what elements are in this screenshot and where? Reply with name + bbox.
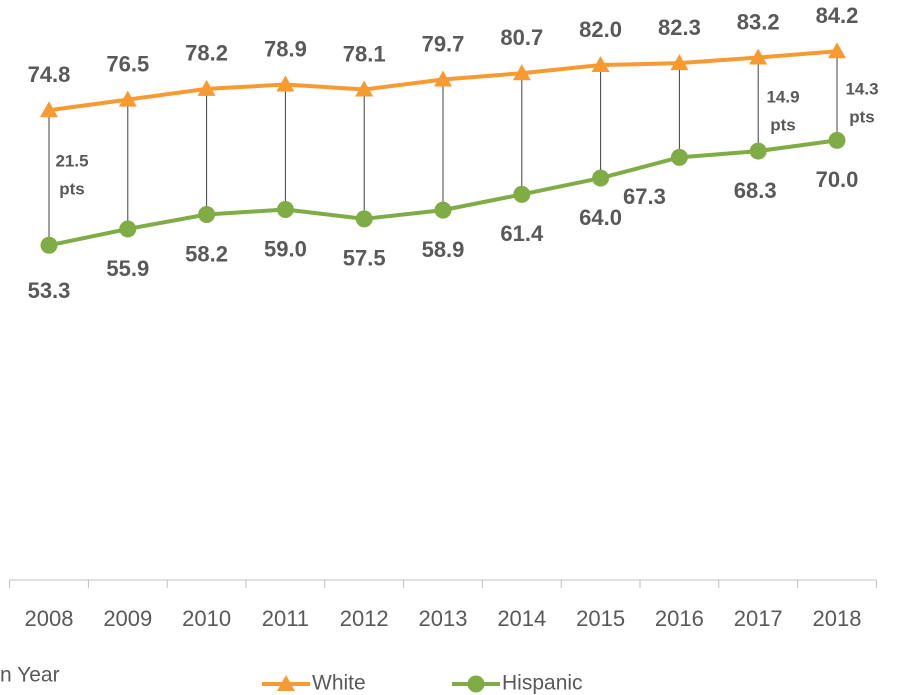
marker <box>276 200 294 218</box>
marker <box>198 206 216 224</box>
x-tick-label: 2015 <box>576 606 625 631</box>
data-label: 55.9 <box>106 256 149 281</box>
data-label: 78.1 <box>343 41 386 66</box>
x-tick-label: 2016 <box>655 606 704 631</box>
x-tick-label: 2011 <box>262 606 309 631</box>
marker <box>40 236 58 254</box>
marker <box>591 56 610 73</box>
marker <box>749 48 768 65</box>
data-label: 59.0 <box>264 236 307 261</box>
marker <box>355 80 374 97</box>
annotation: 14.3 <box>845 79 878 98</box>
marker <box>749 142 767 160</box>
data-label: 74.8 <box>28 62 71 87</box>
marker <box>670 54 689 71</box>
x-tick-label: 2013 <box>419 606 468 631</box>
data-label: 78.9 <box>264 36 307 61</box>
annotation: pts <box>770 115 796 134</box>
data-label: 67.3 <box>623 184 666 209</box>
legend-label: Hispanic <box>502 672 583 695</box>
data-label: 82.3 <box>658 15 701 40</box>
marker <box>670 148 688 166</box>
x-tick-label: 2017 <box>734 606 783 631</box>
x-tick-label: 2012 <box>340 606 389 631</box>
annotation: pts <box>59 179 85 198</box>
legend-label: White <box>312 672 366 695</box>
marker <box>434 70 452 87</box>
data-label: 78.2 <box>185 41 228 66</box>
data-label: 68.3 <box>734 178 777 203</box>
data-label: 61.4 <box>500 221 544 246</box>
marker <box>355 210 373 228</box>
marker <box>512 64 531 81</box>
marker <box>592 169 610 187</box>
data-label: 84.2 <box>816 3 859 28</box>
marker <box>40 101 58 118</box>
legend-marker <box>277 675 295 691</box>
marker <box>828 131 846 149</box>
data-label: 58.9 <box>422 237 465 262</box>
data-label: 76.5 <box>106 51 149 76</box>
marker <box>276 75 295 92</box>
data-label: 83.2 <box>737 9 780 34</box>
x-axis-label: n Year <box>0 664 60 687</box>
data-label: 53.3 <box>28 278 71 303</box>
marker <box>513 185 531 203</box>
marker <box>118 90 137 107</box>
marker <box>197 79 216 96</box>
x-tick-label: 2010 <box>182 606 231 631</box>
data-label: 64.0 <box>579 205 622 230</box>
marker <box>828 42 846 59</box>
legend-marker <box>467 675 485 693</box>
data-label: 79.7 <box>422 31 465 56</box>
data-label: 80.7 <box>500 25 543 50</box>
data-label: 70.0 <box>816 167 859 192</box>
x-tick-label: 2008 <box>25 606 74 631</box>
x-tick-label: 2009 <box>103 606 152 631</box>
data-label: 57.5 <box>343 246 386 271</box>
marker <box>119 220 137 238</box>
annotation: 14.9 <box>766 87 799 106</box>
annotation: pts <box>849 107 875 126</box>
x-tick-label: 2014 <box>497 606 546 631</box>
x-tick-label: 2018 <box>813 606 862 631</box>
annotation: 21.5 <box>55 151 88 170</box>
marker <box>434 201 452 219</box>
data-label: 58.2 <box>185 241 228 266</box>
data-label: 82.0 <box>579 17 622 42</box>
